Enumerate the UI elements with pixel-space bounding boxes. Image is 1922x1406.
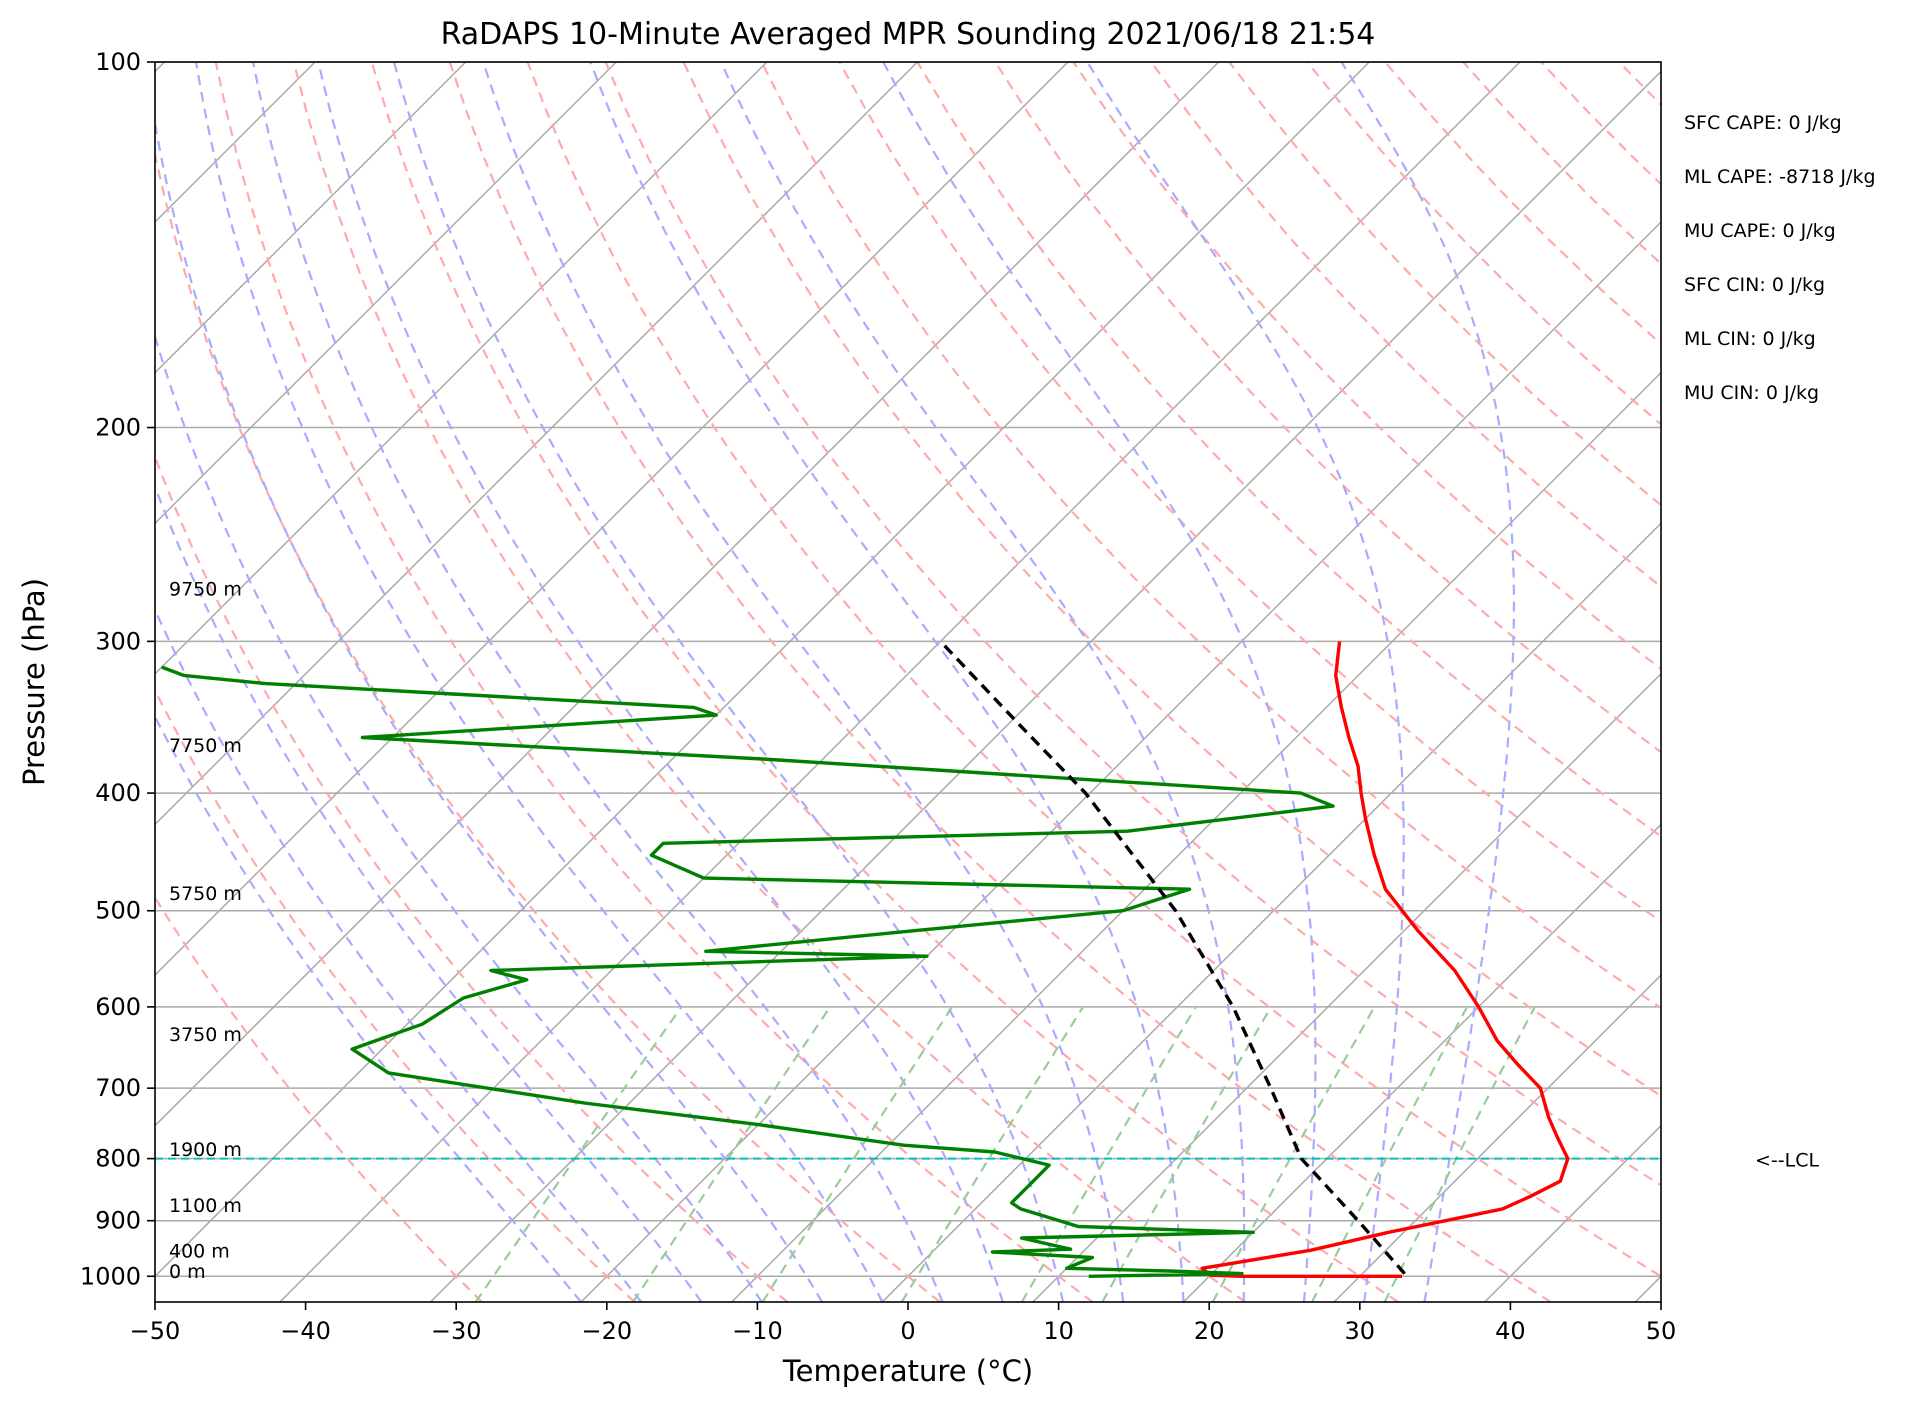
height-label: 7750 m (169, 735, 242, 757)
y-tick-label: 1000 (80, 1262, 141, 1290)
isotherm-line (1182, 823, 1661, 1302)
y-tick-label: 100 (95, 48, 141, 76)
y-tick-label: 700 (95, 1074, 141, 1102)
dry-adiabat-line (155, 149, 941, 1302)
y-tick-label: 600 (95, 993, 141, 1021)
y-tick-label: 900 (95, 1207, 141, 1235)
mixing-ratio-line (1383, 1006, 1536, 1302)
height-label: 1900 m (169, 1139, 242, 1161)
moist-adiabat-line (155, 117, 823, 1302)
height-label: 9750 m (169, 578, 242, 600)
annotations: 9750 m 7750 m 5750 m 3750 m 1900 m 1100 m 400 … (169, 112, 1876, 1283)
index-label: MU CAPE: 0 J/kg (1684, 220, 1836, 242)
mixing-ratio-line (761, 1006, 954, 1302)
dry-adiabat-line (214, 62, 1094, 1302)
temperature-trace (1200, 641, 1570, 1278)
y-tick-label: 200 (95, 414, 141, 442)
dry-adiabat-line (916, 62, 1661, 838)
isotherm-line (155, 62, 1069, 977)
index-label: ML CAPE: -8718 J/kg (1684, 166, 1876, 188)
dry-adiabat-line (370, 62, 1399, 1302)
background-lines (155, 62, 1661, 1302)
dry-adiabat-line (604, 62, 1661, 1187)
x-tick-label: 50 (1646, 1317, 1677, 1345)
moist-adiabat-line (882, 62, 1317, 1302)
height-label: 400 m (169, 1240, 230, 1262)
x-tick-label: −50 (130, 1317, 181, 1345)
dry-adiabat-line (155, 895, 483, 1302)
x-tick-label: −20 (581, 1317, 632, 1345)
y-axis-label: Pressure (hPa) (17, 578, 51, 786)
index-label: MU CIN: 0 J/kg (1684, 382, 1819, 404)
moist-adiabat-line (155, 483, 703, 1302)
y-tick-label: 300 (95, 627, 141, 655)
isotherm-line (155, 62, 919, 826)
index-label: SFC CIN: 0 J/kg (1684, 274, 1825, 296)
moist-adiabat-line (155, 714, 582, 1302)
moist-adiabat-line (155, 332, 763, 1302)
moist-adiabat-line (482, 62, 1125, 1302)
index-label: ML CIN: 0 J/kg (1684, 328, 1816, 350)
moist-adiabat-line (720, 62, 1246, 1302)
x-tick-label: 20 (1194, 1317, 1225, 1345)
y-tick-label: 800 (95, 1145, 141, 1173)
x-tick-label: 0 (900, 1317, 915, 1345)
x-tick-label: −30 (431, 1317, 482, 1345)
lcl-label: <--LCL (1755, 1150, 1819, 1172)
moist-adiabat-line (317, 62, 1004, 1302)
height-label: 0 m (169, 1261, 206, 1283)
moist-adiabat-line (1340, 62, 1515, 1302)
x-axis-label: Temperature (°C) (782, 1354, 1033, 1388)
dry-adiabat-line (682, 62, 1661, 1098)
sounding-traces (155, 640, 1661, 1278)
mixing-ratio-line (632, 1006, 832, 1302)
isotherm-line (279, 62, 1521, 1302)
moist-adiabat-line (155, 607, 643, 1302)
x-tick-label: 30 (1345, 1317, 1376, 1345)
isotherm-line (155, 62, 467, 374)
dewpoint-trace (161, 665, 1335, 1278)
dry-adiabat-line (1072, 62, 1661, 671)
moist-adiabat-line (589, 62, 1185, 1302)
x-tick-label: −10 (732, 1317, 783, 1345)
y-axis: 100 200 300 400 500 600 700 800 900 1000 (80, 48, 155, 1290)
parcel-path-trace (939, 640, 1406, 1275)
height-label: 5750 m (169, 883, 242, 905)
isotherm-line (429, 70, 1661, 1302)
moist-adiabat-line (252, 62, 944, 1302)
isotherm-line (881, 522, 1661, 1302)
dry-adiabat-line (155, 688, 636, 1302)
dry-adiabat-line (155, 453, 789, 1302)
moist-adiabat-line (1086, 62, 1405, 1302)
height-label: 3750 m (169, 1024, 242, 1046)
y-tick-label: 500 (95, 897, 141, 925)
chart-title: RaDAPS 10-Minute Averaged MPR Sounding 2… (441, 17, 1376, 52)
mixing-ratio-line (1311, 1006, 1469, 1302)
x-tick-label: 10 (1043, 1317, 1074, 1345)
moist-adiabat-line (195, 62, 884, 1302)
isotherm-line (155, 62, 617, 525)
mixing-ratio-line (900, 1006, 1085, 1302)
dry-adiabat-line (760, 62, 1661, 1010)
x-tick-label: −40 (280, 1317, 331, 1345)
x-tick-label: 40 (1495, 1317, 1526, 1345)
isotherm-line (155, 62, 1220, 1127)
dry-adiabat-line (448, 62, 1552, 1302)
x-axis: −50 −40 −30 −20 −10 0 10 20 30 40 50 (130, 1302, 1677, 1345)
isotherm-line (155, 62, 1370, 1278)
isotherm-line (580, 221, 1661, 1302)
mixing-ratio-line (474, 1006, 683, 1302)
isotherm-line (155, 62, 768, 675)
y-tick-label: 400 (95, 779, 141, 807)
height-label: 1100 m (169, 1195, 242, 1217)
mixing-ratio-line (1211, 1006, 1376, 1302)
index-label: SFC CAPE: 0 J/kg (1684, 112, 1842, 134)
dry-adiabat-line (526, 62, 1661, 1278)
